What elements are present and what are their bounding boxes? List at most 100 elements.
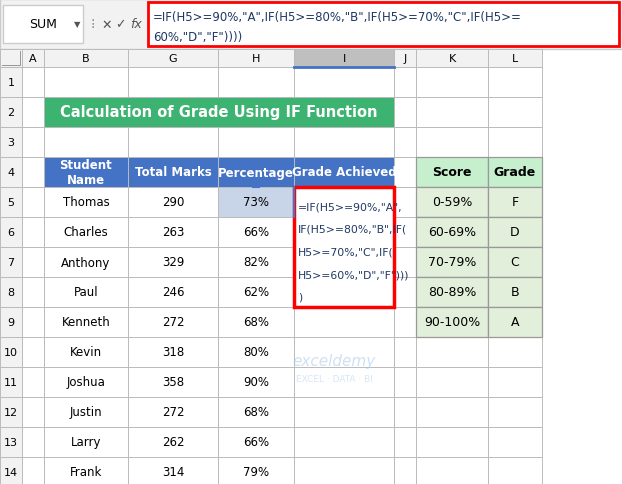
Text: 70-79%: 70-79% — [428, 256, 476, 269]
Bar — [294, 188, 394, 307]
Bar — [44, 247, 128, 277]
Bar — [488, 50, 542, 68]
Bar — [218, 397, 294, 427]
Text: 318: 318 — [162, 346, 184, 359]
Text: J: J — [404, 54, 407, 64]
Bar — [294, 217, 394, 247]
Bar — [218, 68, 294, 98]
Bar — [488, 307, 542, 337]
Bar — [416, 247, 488, 277]
Text: Grade: Grade — [494, 166, 536, 179]
Bar — [218, 247, 294, 277]
Text: Joshua: Joshua — [67, 376, 106, 389]
Text: H: H — [252, 54, 260, 64]
Text: K: K — [448, 54, 456, 64]
Bar — [22, 188, 44, 217]
Bar — [0, 0, 622, 50]
Text: 6: 6 — [7, 227, 14, 238]
Bar — [0, 427, 22, 457]
Bar — [488, 457, 542, 484]
Text: B: B — [82, 54, 90, 64]
Bar — [218, 277, 294, 307]
Bar — [218, 98, 294, 128]
Bar — [44, 277, 128, 307]
Bar — [128, 307, 218, 337]
Bar — [394, 50, 416, 68]
Bar — [294, 397, 394, 427]
Bar — [294, 427, 394, 457]
Text: 12: 12 — [4, 407, 18, 417]
Bar — [416, 247, 488, 277]
Bar — [416, 307, 488, 337]
Bar — [294, 277, 394, 307]
Bar — [22, 427, 44, 457]
Bar — [0, 98, 22, 128]
Bar — [128, 427, 218, 457]
Bar — [44, 188, 128, 217]
Bar — [128, 277, 218, 307]
Bar — [218, 158, 294, 188]
Text: Justin: Justin — [70, 406, 102, 419]
Text: exceldemy: exceldemy — [292, 354, 376, 369]
Bar — [294, 277, 394, 307]
Bar — [218, 277, 294, 307]
Bar — [128, 188, 218, 217]
Bar — [128, 307, 218, 337]
Bar — [128, 397, 218, 427]
Bar — [416, 158, 488, 188]
Bar — [218, 128, 294, 158]
Bar — [294, 188, 394, 217]
Bar — [488, 307, 542, 337]
Bar — [394, 158, 416, 188]
Bar — [44, 98, 394, 128]
Bar — [488, 188, 542, 217]
Text: 90-100%: 90-100% — [424, 316, 480, 329]
Bar — [218, 158, 294, 188]
Bar — [416, 68, 488, 98]
Text: 0-59%: 0-59% — [432, 196, 472, 209]
Bar — [22, 457, 44, 484]
Text: 329: 329 — [162, 256, 184, 269]
Bar — [218, 217, 294, 247]
Bar — [218, 397, 294, 427]
Text: Anthony: Anthony — [62, 256, 111, 269]
Text: H5>=60%,"D","F"))): H5>=60%,"D","F"))) — [298, 270, 409, 280]
Bar — [44, 337, 128, 367]
Text: ): ) — [298, 292, 302, 302]
Bar — [416, 188, 488, 217]
Bar — [0, 337, 22, 367]
Text: 11: 11 — [4, 377, 18, 387]
Text: ✕: ✕ — [102, 18, 112, 31]
Bar — [416, 307, 488, 337]
Text: Larry: Larry — [71, 436, 101, 449]
Bar — [44, 307, 128, 337]
Bar — [394, 188, 416, 217]
Bar — [488, 68, 542, 98]
Bar — [294, 457, 394, 484]
Bar — [22, 68, 44, 98]
Bar — [218, 427, 294, 457]
Bar — [488, 217, 542, 247]
Text: =IF(H5>=90%,"A",: =IF(H5>=90%,"A", — [298, 202, 402, 212]
Bar — [294, 397, 394, 427]
Bar — [294, 158, 394, 188]
Text: G: G — [169, 54, 177, 64]
Bar — [22, 367, 44, 397]
Bar — [44, 50, 128, 68]
Bar — [0, 50, 22, 68]
Text: D: D — [510, 226, 520, 239]
Text: L: L — [512, 54, 518, 64]
Text: 246: 246 — [162, 286, 184, 299]
Bar — [128, 158, 218, 188]
Bar — [294, 217, 394, 247]
Bar — [218, 457, 294, 484]
Bar — [218, 307, 294, 337]
Text: Score: Score — [432, 166, 471, 179]
Bar — [488, 247, 542, 277]
Text: ▼: ▼ — [73, 20, 80, 30]
Bar — [294, 128, 394, 158]
Text: 3: 3 — [7, 138, 14, 148]
Text: 358: 358 — [162, 376, 184, 389]
Bar — [0, 277, 22, 307]
Text: 13: 13 — [4, 437, 18, 447]
